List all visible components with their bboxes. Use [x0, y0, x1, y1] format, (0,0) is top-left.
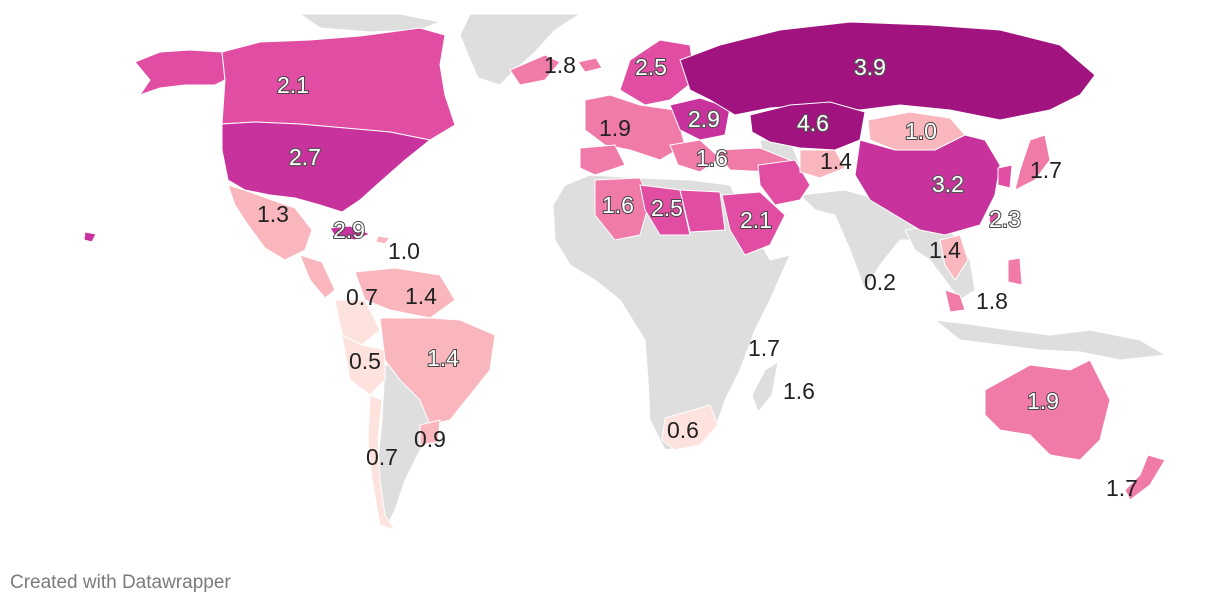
- value-label-kenya: 1.7: [748, 335, 780, 361]
- region-afghanistan[interactable]: [799, 149, 846, 179]
- value-label-maldives: 0.2: [864, 269, 896, 295]
- value-label-greenland: 1.8: [544, 52, 576, 78]
- value-label-new-zealand: 1.7: [1106, 475, 1138, 501]
- region-china[interactable]: [854, 134, 1001, 236]
- value-label-china: 3.2: [932, 171, 964, 197]
- region-japan[interactable]: [1014, 134, 1051, 191]
- region-malaysia[interactable]: [944, 289, 966, 313]
- region-chile[interactable]: [367, 394, 397, 531]
- region-cuba[interactable]: [329, 225, 372, 241]
- region-philippines[interactable]: [1007, 257, 1023, 286]
- region-ukraine[interactable]: [669, 97, 731, 141]
- regions-layer: [83, 21, 1166, 531]
- region-mexico[interactable]: [227, 184, 313, 261]
- landmass-greenland[interactable]: [459, 13, 582, 86]
- landmass-africa[interactable]: [552, 174, 791, 451]
- region-uruguay[interactable]: [419, 419, 441, 446]
- world-map: 2.1 1.8 2.7 1.3 2.9 1.0 0.7 1.4 0.5 1.4 0.7 0.9 2.5 1…: [83, 13, 1167, 532]
- region-egypt[interactable]: [679, 189, 726, 233]
- value-label-australia: 1.9: [1027, 388, 1059, 414]
- region-colombia[interactable]: [334, 299, 381, 346]
- value-label-canada: 2.1: [277, 72, 309, 98]
- value-label-usa: 2.7: [289, 144, 321, 170]
- value-label-peru: 0.5: [349, 348, 381, 374]
- region-south-africa[interactable]: [661, 404, 719, 451]
- region-venezuela[interactable]: [354, 267, 456, 319]
- region-dominican-republic[interactable]: [375, 235, 391, 245]
- value-label-vietnam: 1.4: [929, 237, 961, 263]
- region-kazakhstan[interactable]: [749, 101, 866, 151]
- region-algeria[interactable]: [594, 177, 651, 241]
- credit-text[interactable]: Created with Datawrapper: [10, 572, 231, 593]
- region-australia[interactable]: [984, 359, 1111, 461]
- region-hawaii[interactable]: [83, 231, 97, 243]
- value-label-malaysia: 1.8: [976, 288, 1008, 314]
- region-iberia[interactable]: [579, 144, 626, 176]
- value-label-cuba: 2.9: [333, 217, 365, 243]
- region-alaska[interactable]: [134, 49, 226, 96]
- value-label-colombia: 0.7: [346, 284, 378, 310]
- region-brazil[interactable]: [379, 317, 496, 426]
- value-label-chile: 0.7: [366, 444, 398, 470]
- value-label-saudi-arabia: 2.1: [740, 207, 772, 233]
- value-label-brazil: 1.4: [427, 345, 459, 371]
- value-label-korea: 2.3: [989, 206, 1021, 232]
- region-greenland[interactable]: [509, 54, 561, 86]
- region-iceland[interactable]: [577, 57, 603, 73]
- value-label-algeria: 1.6: [602, 192, 634, 218]
- value-labels-layer: 2.1 1.8 2.7 1.3 2.9 1.0 0.7 1.4 0.5 1.4 0.7 0.9 2.5 1…: [257, 52, 1138, 501]
- region-peru[interactable]: [341, 334, 386, 396]
- value-label-dominican-republic: 1.0: [388, 238, 420, 264]
- region-balkans[interactable]: [669, 139, 721, 173]
- region-taiwan[interactable]: [988, 209, 999, 225]
- value-label-mexico: 1.3: [257, 201, 289, 227]
- region-russia[interactable]: [679, 21, 1096, 121]
- value-label-scandinavia: 2.5: [635, 54, 667, 80]
- value-label-japan: 1.7: [1030, 157, 1062, 183]
- region-usa[interactable]: [221, 121, 432, 213]
- value-label-venezuela: 1.4: [405, 283, 437, 309]
- value-label-uruguay: 0.9: [414, 426, 446, 452]
- value-label-ukraine: 2.9: [688, 106, 720, 132]
- value-label-afghanistan: 1.4: [820, 148, 852, 174]
- value-label-russia: 3.9: [854, 54, 886, 80]
- value-label-western-europe: 1.9: [599, 115, 631, 141]
- value-label-mauritius: 1.6: [783, 378, 815, 404]
- value-label-south-africa: 0.6: [667, 417, 699, 443]
- value-label-mongolia: 1.0: [905, 118, 937, 144]
- region-saudi-arabia[interactable]: [721, 191, 786, 256]
- region-vietnam[interactable]: [939, 234, 969, 281]
- region-korea[interactable]: [997, 164, 1013, 189]
- region-iran[interactable]: [757, 159, 811, 206]
- value-label-kazakhstan: 4.6: [797, 110, 829, 136]
- value-label-balkans: 1.6: [696, 145, 728, 171]
- region-new-zealand[interactable]: [1124, 454, 1166, 501]
- landmass-madagascar[interactable]: [751, 360, 779, 414]
- value-label-libya: 2.5: [651, 195, 683, 221]
- world-map-svg: 2.1 1.8 2.7 1.3 2.9 1.0 0.7 1.4 0.5 1.4 0.7 0.9 2.5 1…: [83, 13, 1167, 532]
- region-libya[interactable]: [639, 184, 691, 236]
- region-central-america[interactable]: [299, 254, 336, 299]
- landmass-indonesia[interactable]: [933, 319, 1167, 361]
